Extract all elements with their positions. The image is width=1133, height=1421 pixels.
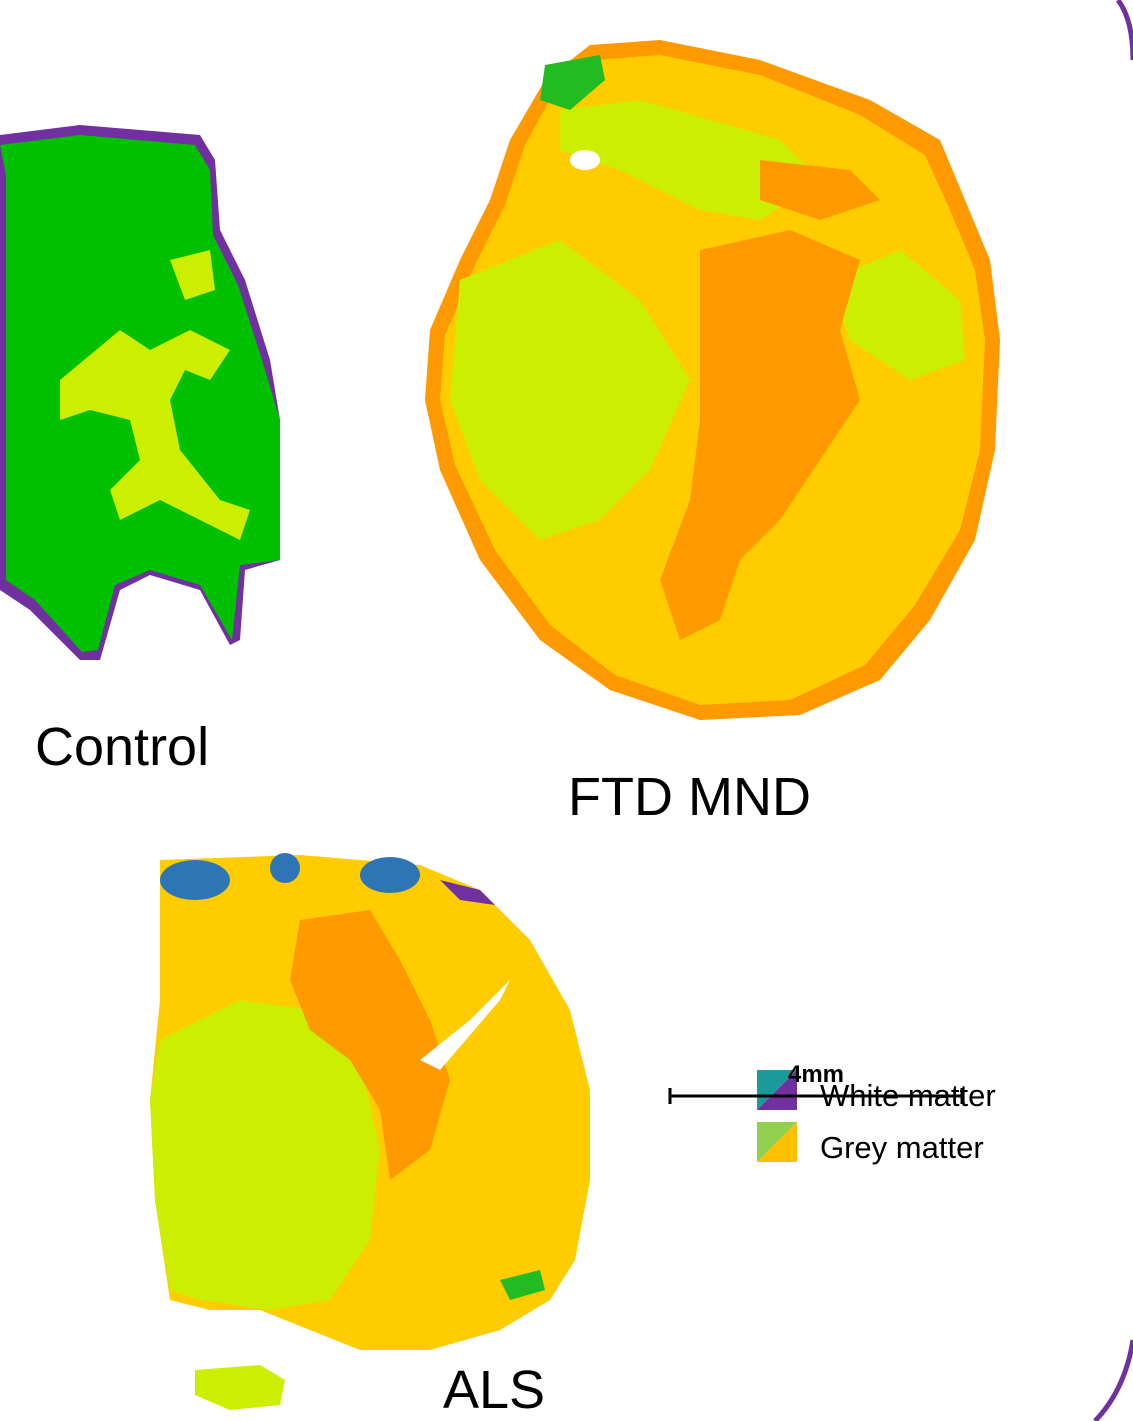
- als-label: ALS: [443, 1360, 545, 1420]
- control-label: Control: [35, 717, 209, 777]
- scale-label: 4mm: [788, 1061, 844, 1088]
- ftd-mnd-label: FTD MND: [568, 767, 811, 827]
- figure: Control FTD MND ALS White matter Grey ma…: [0, 0, 1133, 1421]
- als-tissue: [150, 853, 590, 1410]
- control-tissue: [0, 125, 280, 660]
- legend-label: Grey matter: [820, 1130, 984, 1165]
- ftd-mnd-tissue: [425, 40, 1000, 720]
- frame-arc: [1095, 0, 1133, 1421]
